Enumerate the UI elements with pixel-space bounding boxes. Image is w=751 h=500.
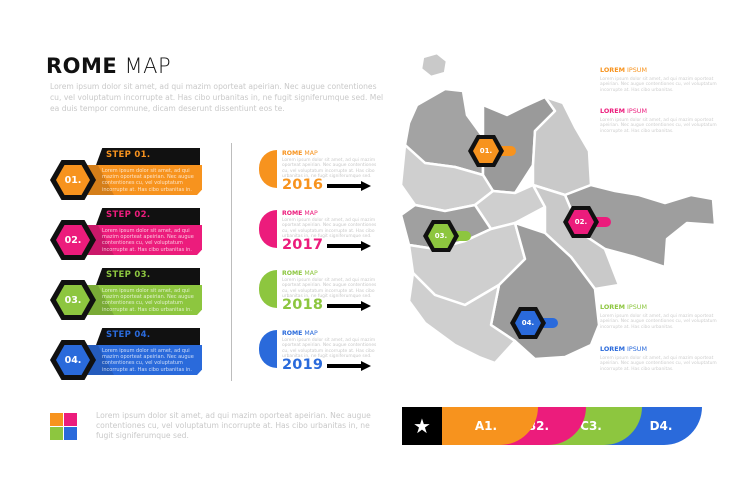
legend-item-4: LOREM IPSUM Lorem ipsum dolor sit amet, … — [600, 345, 740, 372]
step-text: Lorem ipsum dolor sit amet, ad qui mazim… — [102, 168, 194, 193]
half-circle-marker — [259, 150, 277, 188]
timeline-item-2018: ROME MAP Lorem ipsum dolor sit amet, ad … — [259, 270, 379, 320]
page-title: ROME MAP — [46, 54, 171, 78]
timeline-desc: Lorem ipsum dolor sit amet, ad qui mazim… — [282, 338, 377, 360]
step-bar — [78, 225, 202, 255]
timeline-desc: Lorem ipsum dolor sit amet, ad qui mazim… — [282, 218, 377, 240]
hexagon-badge: 01. — [468, 135, 504, 167]
hexagon-badge: 04. — [510, 307, 546, 339]
step-tab-label: STEP 02. — [106, 210, 151, 220]
rome-map: 01. 02. 03. 04. — [395, 45, 725, 405]
step-text: Lorem ipsum dolor sit amet, ad qui mazim… — [102, 288, 194, 313]
intro-text: Lorem ipsum dolor sit amet, ad qui mazim… — [50, 82, 384, 113]
title-light: MAP — [124, 54, 172, 78]
legend-desc: Lorem ipsum dolor sit amet, ad qui mazim… — [600, 356, 717, 372]
timeline-item-2019: ROME MAP Lorem ipsum dolor sit amet, ad … — [259, 330, 379, 380]
map-pin-01[interactable]: 01. — [468, 135, 538, 167]
step-text: Lorem ipsum dolor sit amet, ad qui mazim… — [102, 348, 194, 373]
step-card-4: STEP 04. Lorem ipsum dolor sit amet, ad … — [48, 328, 208, 388]
half-circle-marker — [259, 210, 277, 248]
timeline-desc: Lorem ipsum dolor sit amet, ad qui mazim… — [282, 158, 377, 180]
rome-districts-map — [399, 51, 717, 365]
step-number: 03. — [56, 285, 90, 315]
legend-title: LOREM IPSUM — [600, 303, 647, 311]
arrow-right-icon — [327, 301, 371, 311]
title-bold: ROME — [46, 54, 118, 78]
footer-text: Lorem ipsum dolor sit amet, ad qui mazim… — [96, 411, 371, 440]
hexagon-badge: 02. — [563, 206, 599, 238]
timeline-label: ROME MAP — [282, 210, 318, 217]
step-tab — [96, 268, 200, 285]
pin-tail — [591, 217, 611, 227]
pin-tail — [538, 318, 558, 328]
half-circle-marker — [259, 270, 277, 308]
timeline-item-2017: ROME MAP Lorem ipsum dolor sit amet, ad … — [259, 210, 379, 260]
map-pin-02[interactable]: 02. — [563, 206, 633, 238]
legend-desc: Lorem ipsum dolor sit amet, ad qui mazim… — [600, 118, 717, 134]
step-number: 02. — [56, 225, 90, 255]
pin-number: 04. — [515, 311, 541, 335]
step-bar — [78, 345, 202, 375]
map-pin-04[interactable]: 04. — [510, 307, 580, 339]
timeline-year: 2016 — [282, 177, 324, 193]
timeline-desc: Lorem ipsum dolor sit amet, ad qui mazim… — [282, 278, 377, 300]
star-icon: ★ — [402, 407, 442, 445]
legend-title: LOREM IPSUM — [600, 345, 647, 353]
vertical-divider — [231, 143, 232, 381]
map-pin-03[interactable]: 03. — [423, 220, 493, 252]
legend-item-1: LOREM IPSUM Lorem ipsum dolor sit amet, … — [600, 66, 740, 93]
pin-number: 02. — [568, 210, 594, 234]
step-card-2: STEP 02. Lorem ipsum dolor sit amet, ad … — [48, 208, 208, 268]
timeline-item-2016: ROME MAP Lorem ipsum dolor sit amet, ad … — [259, 150, 379, 200]
tag-a1[interactable]: A1. — [436, 407, 538, 445]
legend-title: LOREM IPSUM — [600, 107, 647, 115]
timeline-label: ROME MAP — [282, 330, 318, 337]
arrow-right-icon — [327, 241, 371, 251]
legend-desc: Lorem ipsum dolor sit amet, ad qui mazim… — [600, 77, 717, 93]
color-squares-icon — [50, 413, 77, 440]
legend-desc: Lorem ipsum dolor sit amet, ad qui mazim… — [600, 314, 717, 330]
step-number: 04. — [56, 345, 90, 375]
hexagon-badge: 03. — [423, 220, 459, 252]
step-tab-label: STEP 04. — [106, 330, 151, 340]
step-tab — [96, 148, 200, 165]
hexagon-badge: 02. — [50, 220, 96, 260]
step-tab — [96, 208, 200, 225]
step-number: 01. — [56, 165, 90, 195]
step-bar — [78, 165, 202, 195]
arrow-right-icon — [327, 181, 371, 191]
step-card-3: STEP 03. Lorem ipsum dolor sit amet, ad … — [48, 268, 208, 328]
half-circle-marker — [259, 330, 277, 368]
timeline-label: ROME MAP — [282, 270, 318, 277]
step-text: Lorem ipsum dolor sit amet, ad qui mazim… — [102, 228, 194, 253]
step-tab-label: STEP 03. — [106, 270, 151, 280]
pin-tail — [451, 231, 471, 241]
pin-number: 03. — [428, 224, 454, 248]
timeline-year: 2017 — [282, 237, 324, 253]
step-card-1: STEP 01. Lorem ipsum dolor sit amet, ad … — [48, 148, 208, 208]
step-bar — [78, 285, 202, 315]
timeline-year: 2019 — [282, 357, 324, 373]
pin-tail — [496, 146, 516, 156]
timeline-label: ROME MAP — [282, 150, 318, 157]
legend-item-2: LOREM IPSUM Lorem ipsum dolor sit amet, … — [600, 107, 740, 134]
legend-title: LOREM IPSUM — [600, 66, 647, 74]
hexagon-badge: 01. — [50, 160, 96, 200]
pin-number: 01. — [473, 139, 499, 163]
step-tab-label: STEP 01. — [106, 150, 151, 160]
arrow-right-icon — [327, 361, 371, 371]
legend-item-3: LOREM IPSUM Lorem ipsum dolor sit amet, … — [600, 303, 740, 330]
timeline-year: 2018 — [282, 297, 324, 313]
tag-bar: D4. C3. B2. A1. ★ — [402, 407, 702, 445]
step-tab — [96, 328, 200, 345]
